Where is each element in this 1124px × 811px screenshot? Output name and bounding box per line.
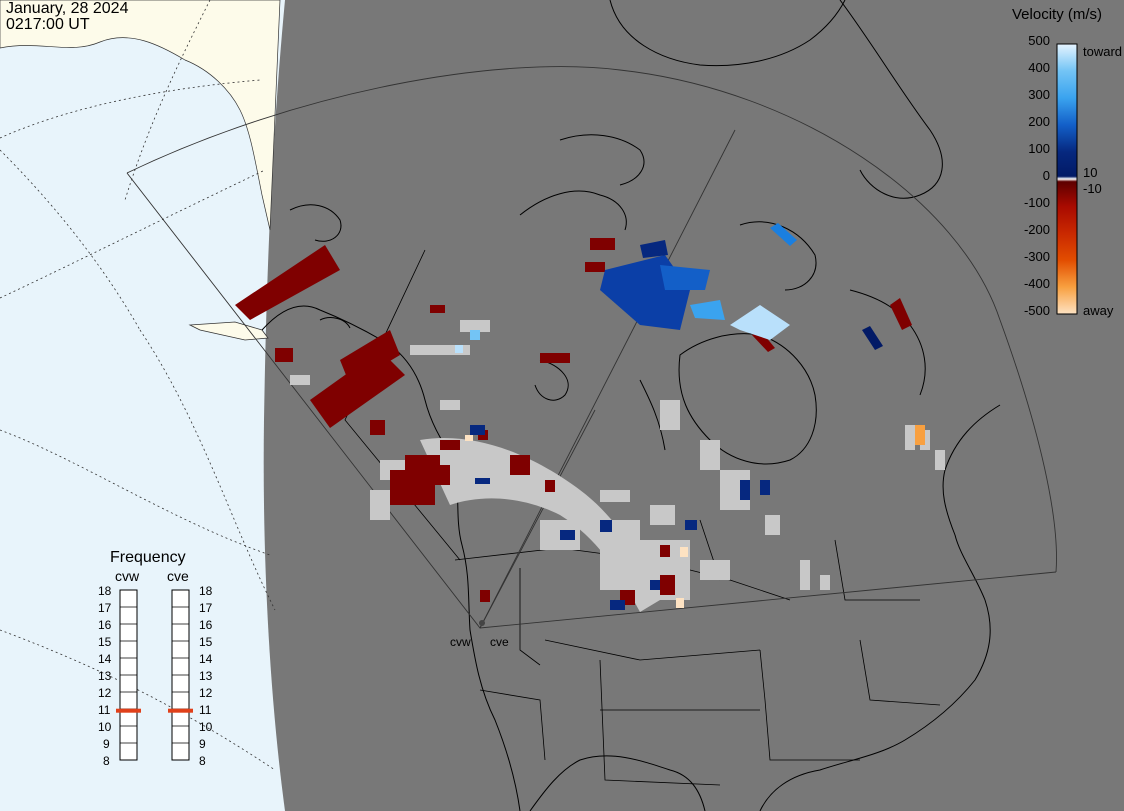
sunlit-land bbox=[0, 0, 281, 231]
nightside-area bbox=[263, 0, 1124, 811]
freq-left-tick: 15 bbox=[98, 635, 112, 649]
freq-right-tick: 13 bbox=[199, 669, 213, 683]
legend-title: Velocity (m/s) bbox=[1012, 6, 1103, 23]
cvw-frequency-marker bbox=[116, 708, 141, 713]
freq-right-tick: 8 bbox=[199, 754, 206, 768]
freq-left-tick: 13 bbox=[98, 669, 112, 683]
cve-site-label: cve bbox=[167, 568, 189, 584]
freq-left-tick: 12 bbox=[98, 686, 112, 700]
freq-right-tick: 16 bbox=[199, 618, 213, 632]
radar-fov bbox=[126, 66, 1057, 629]
freq-right-tick: 11 bbox=[199, 703, 212, 717]
freq-left-tick: 8 bbox=[103, 754, 110, 768]
frequency-title: Frequency bbox=[110, 549, 186, 566]
cve-frequency-marker bbox=[168, 708, 193, 713]
freq-right-tick: 18 bbox=[199, 584, 213, 598]
velocity-colorbar bbox=[1056, 43, 1078, 315]
freq-left-tick: 11 bbox=[98, 703, 111, 717]
legend-tick: 500 bbox=[1028, 33, 1050, 48]
legend-tick: 0 bbox=[1042, 168, 1050, 183]
plot-time: 0217:00 UT bbox=[6, 16, 90, 33]
freq-right-tick: 15 bbox=[199, 635, 213, 649]
legend-away-label: away bbox=[1083, 303, 1114, 318]
plot-date: January, 28 2024 bbox=[6, 0, 129, 17]
velocity-toward bbox=[455, 223, 925, 610]
legend-tick: 400 bbox=[1028, 60, 1050, 75]
freq-right-tick: 14 bbox=[199, 652, 213, 666]
cvw-site-label: cvw bbox=[115, 568, 140, 584]
freq-left-tick: 16 bbox=[98, 618, 112, 632]
freq-right-tick: 17 bbox=[199, 601, 213, 615]
velocity-away bbox=[235, 238, 912, 605]
legend-tick: -10 bbox=[1083, 181, 1102, 196]
legend-tick: -400 bbox=[1023, 276, 1050, 291]
radar-west-label: cvw bbox=[450, 635, 471, 649]
freq-right-tick: 10 bbox=[199, 720, 213, 734]
freq-left-tick: 14 bbox=[98, 652, 112, 666]
legend-tick: -300 bbox=[1023, 249, 1050, 264]
radar-east-label: cve bbox=[490, 635, 509, 649]
radar-site-marker bbox=[479, 620, 485, 626]
freq-left-tick: 17 bbox=[98, 601, 112, 615]
legend-toward-label: toward bbox=[1083, 44, 1123, 59]
freq-left-tick: 18 bbox=[98, 584, 112, 598]
legend-tick: 200 bbox=[1028, 114, 1050, 129]
alaska-peninsula bbox=[188, 321, 269, 341]
freq-left-tick: 10 bbox=[98, 720, 112, 734]
freq-right-tick: 9 bbox=[199, 737, 206, 751]
freq-left-tick: 9 bbox=[103, 737, 110, 751]
lat-lon-grid bbox=[0, 0, 276, 771]
legend-tick: 100 bbox=[1028, 141, 1050, 156]
legend-tick: -200 bbox=[1023, 222, 1050, 237]
legend-tick: -100 bbox=[1023, 195, 1050, 210]
legend-tick: -500 bbox=[1023, 303, 1050, 318]
legend-tick: 10 bbox=[1083, 165, 1098, 180]
legend-tick: 300 bbox=[1028, 87, 1050, 102]
freq-right-tick: 12 bbox=[199, 686, 213, 700]
